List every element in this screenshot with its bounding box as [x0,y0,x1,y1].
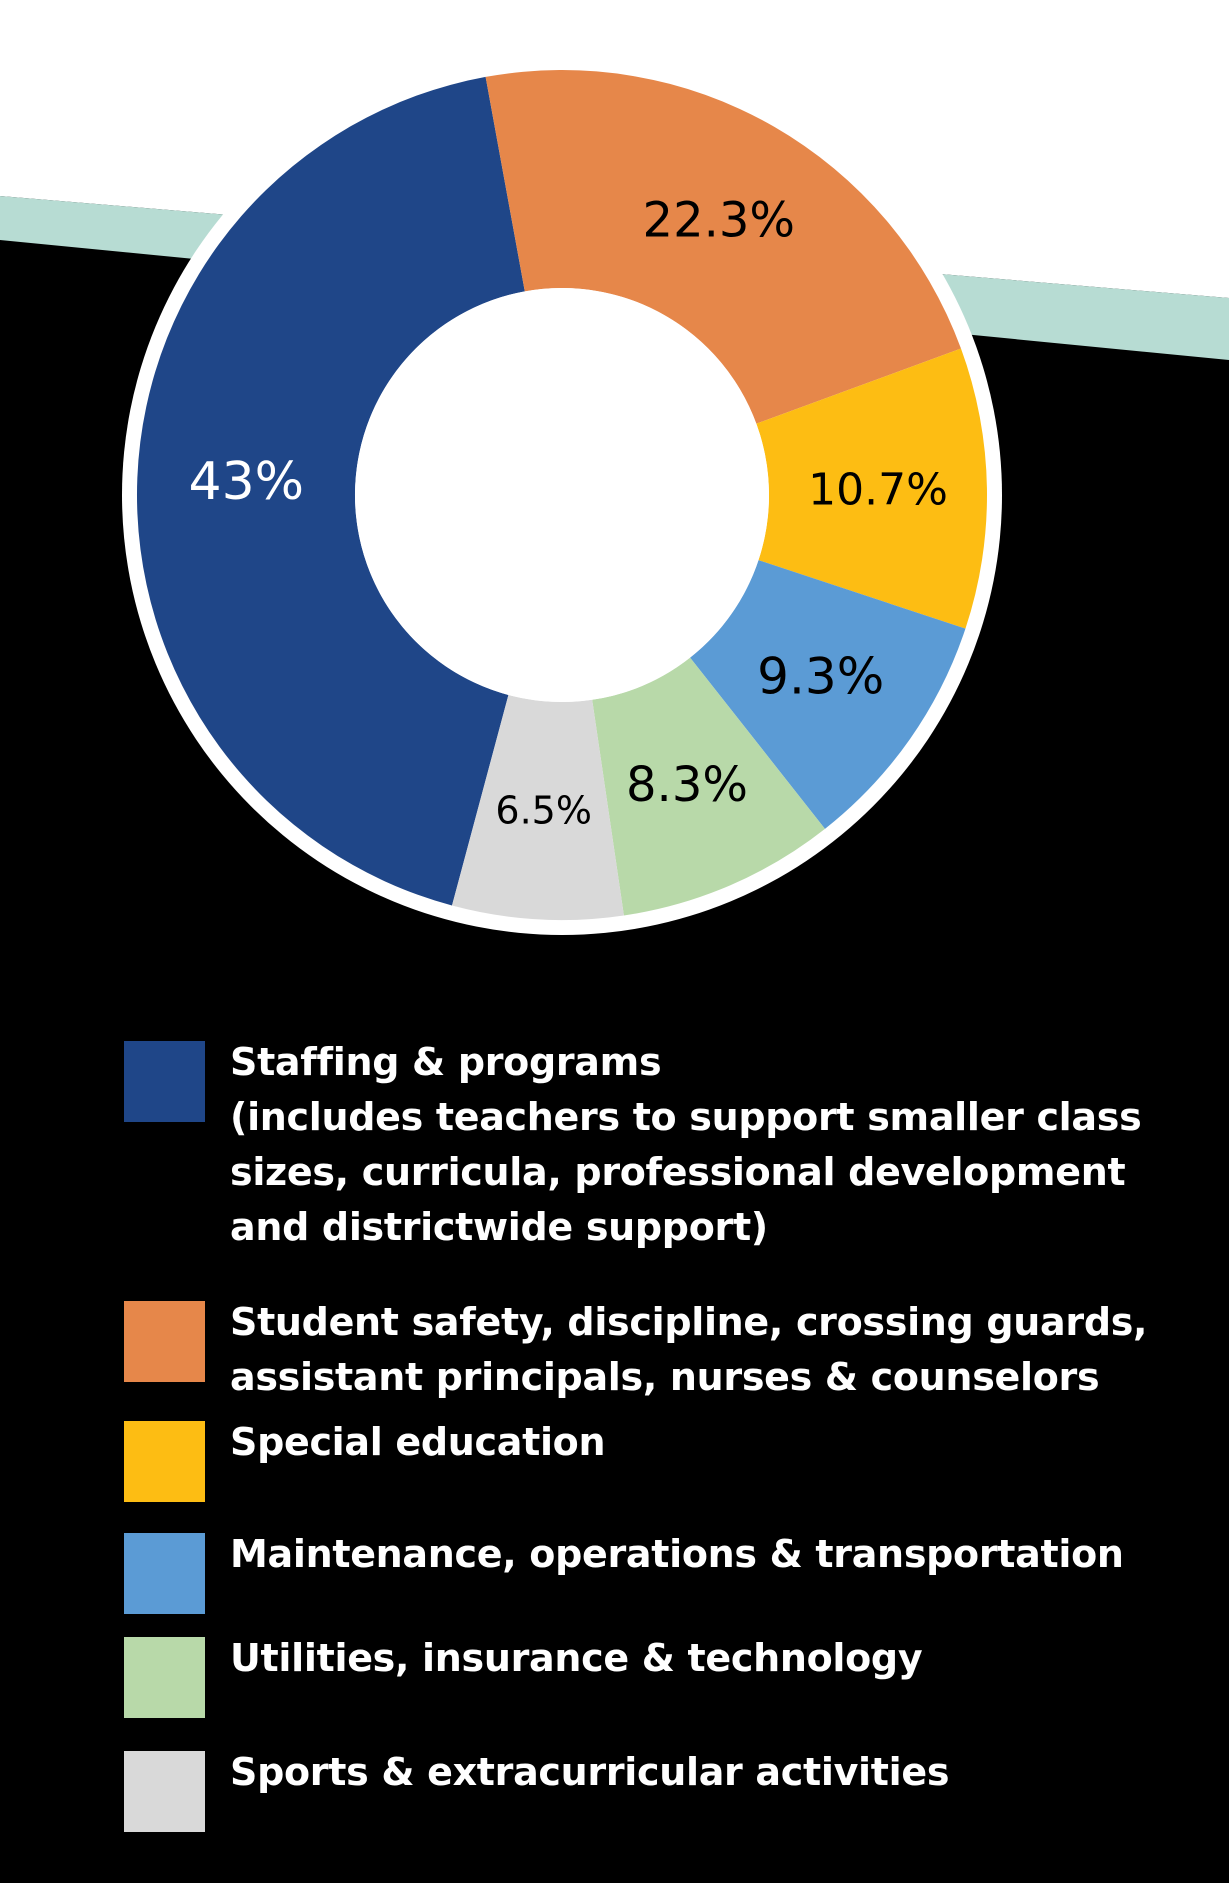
legend-label-line: and districtwide support) [230,1205,768,1249]
legend-label: Student safety, discipline, crossing gua… [230,1295,1170,1405]
legend-label-line: Staffing & programs [230,1040,662,1084]
slice-label-6: 6.5% [495,789,592,833]
legend-label-line: sizes, curricula, professional developme… [230,1150,1126,1194]
slice-label-3: 10.7% [808,465,948,516]
donut-slice-6 [452,694,624,921]
donut-slice-2 [485,69,961,424]
legend-label-line: (includes teachers to support smaller cl… [230,1095,1142,1139]
legend-label-line: Student safety, discipline, crossing gua… [230,1300,1148,1344]
donut-slice-3 [756,348,988,629]
slice-label-5: 8.3% [626,757,748,813]
legend-swatch [124,1421,205,1502]
legend-label-line: Utilities, insurance & technology [230,1636,923,1680]
slice-labels: 43% 22.3% 10.7% 9.3%8.3% 6.5% [189,193,948,833]
donut-hole [355,288,769,702]
legend-label-line: assistant principals, nurses & counselor… [230,1355,1100,1399]
legend-swatch [124,1751,205,1832]
legend-label-line: Sports & extracurricular activities [230,1750,950,1794]
slice-label-1: 43% [189,452,305,512]
legend-label-line: Maintenance, operations & transportation [230,1532,1124,1576]
slice-label-4: 9.3% [757,648,884,706]
legend-label: Maintenance, operations & transportation [230,1527,1170,1582]
donut-slice-4 [690,560,966,829]
donut-slices [136,69,988,921]
donut-slice-1 [136,76,525,906]
legend-label: Special education [230,1415,1170,1470]
slice-label-2: 22.3% [643,193,795,249]
legend-swatch [124,1041,205,1122]
legend-swatch [124,1637,205,1718]
legend-label: Staffing & programs (includes teachers to… [230,1035,1170,1255]
legend-label: Utilities, insurance & technology [230,1631,1170,1686]
legend-label-line: Special education [230,1420,606,1464]
legend-swatch [124,1301,205,1382]
legend-swatch [124,1533,205,1614]
legend-label: Sports & extracurricular activities [230,1745,1170,1800]
donut-slice-5 [592,657,825,916]
